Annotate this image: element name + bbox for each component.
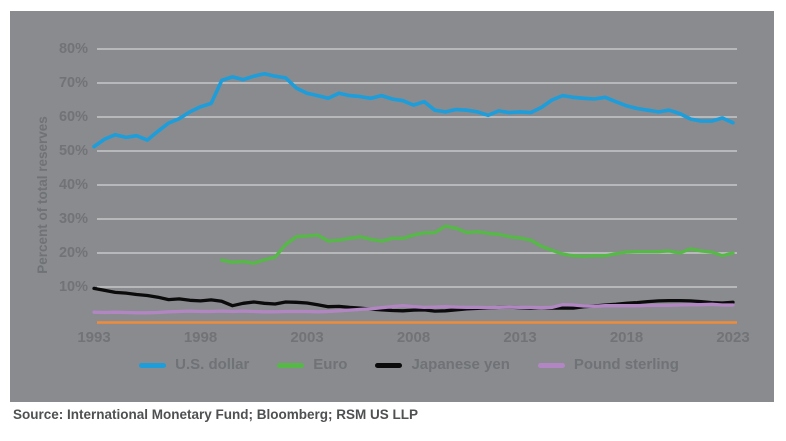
legend-label: Japanese yen <box>411 356 510 373</box>
legend-item-u-s-dollar: U.S. dollar <box>139 356 249 374</box>
legend-swatch-u-s-dollar <box>139 362 167 368</box>
y-tick-label: 70% <box>58 75 88 91</box>
x-tick-label: 2018 <box>609 329 644 346</box>
x-tick-label: 2013 <box>503 329 537 346</box>
legend-label: Euro <box>313 356 348 373</box>
legend-swatch-japanese-yen <box>375 362 403 368</box>
legend-item-pound-sterling: Pound sterling <box>537 356 679 374</box>
y-tick-label: 50% <box>58 143 88 159</box>
legend-item-euro: Euro <box>277 356 347 374</box>
y-tick-label: 60% <box>58 109 88 125</box>
plot-panel: Percent of total reserves 10% 20% 30% 40% 50… <box>10 11 774 402</box>
legend-swatch-euro <box>277 362 305 368</box>
legend-label: U.S. dollar <box>175 356 250 373</box>
x-tick-label: 2008 <box>396 329 431 346</box>
y-tick-label: 10% <box>58 279 88 295</box>
x-tick-label: 1993 <box>77 329 111 346</box>
source-note: Source: International Monetary Fund; Blo… <box>13 407 419 422</box>
x-tick-label: 2003 <box>290 329 324 346</box>
legend-swatch-pound-sterling <box>537 362 565 368</box>
legend-item-japanese-yen: Japanese yen <box>375 356 510 374</box>
x-tick-label: 2023 <box>716 329 750 346</box>
x-tick-label: 1998 <box>183 329 218 346</box>
y-tick-label: 80% <box>58 41 88 57</box>
series-line-u-s-dollar <box>92 71 735 149</box>
series-line-japanese-yen <box>92 286 735 313</box>
legend-label: Pound sterling <box>573 356 679 373</box>
legend: U.S. dollar Euro Japanese yen Pound sterlin… <box>84 356 734 374</box>
series-line-pound-sterling <box>92 302 735 315</box>
y-tick-label: 30% <box>58 211 88 227</box>
y-tick-label: 40% <box>58 177 88 193</box>
series-line-euro <box>220 224 735 265</box>
y-tick-label: 20% <box>58 245 88 261</box>
plot-svg <box>92 48 737 324</box>
